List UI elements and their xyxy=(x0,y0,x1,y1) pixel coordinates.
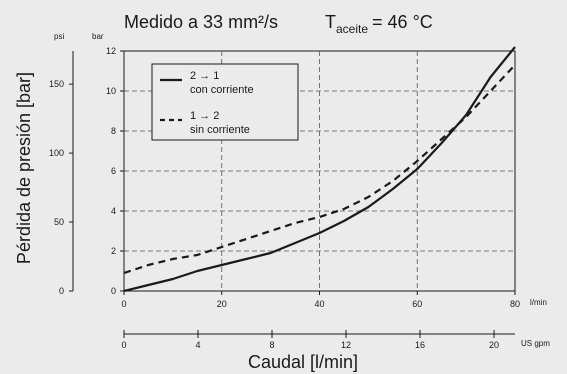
chart-title: Medido a 33 mm²/s xyxy=(124,12,278,32)
gpm-tick-label: 0 xyxy=(121,340,126,350)
title-temp-symbol: T xyxy=(325,12,336,32)
gpm-tick-label: 20 xyxy=(489,340,499,350)
title-temp-value: = 46 °C xyxy=(372,12,433,32)
psi-tick-label: 150 xyxy=(49,79,64,89)
gpm-tick-label: 16 xyxy=(415,340,425,350)
psi-tick-label: 100 xyxy=(49,148,64,158)
psi-unit-label: psi xyxy=(54,32,64,41)
x-tick-label: 40 xyxy=(314,299,324,309)
x-tick-label: 20 xyxy=(217,299,227,309)
legend-box xyxy=(151,63,299,141)
series-line-1 xyxy=(123,46,516,293)
x-tick-label: 60 xyxy=(412,299,422,309)
y-axis-title: Pérdida de presión [bar] xyxy=(14,72,34,264)
bar-tick-label: 8 xyxy=(111,126,116,136)
gpm-tick-label: 12 xyxy=(341,340,351,350)
x-axis-title: Caudal [l/min] xyxy=(248,352,358,372)
bar-unit-label: bar xyxy=(92,32,104,41)
bar-tick-label: 4 xyxy=(111,206,116,216)
title-condition: Taceite = 46 °C xyxy=(325,12,433,36)
legend-series1-name: 2 → 1 xyxy=(190,70,219,82)
legend: 2 → 1 con corriente 1 → 2 sin corriente xyxy=(151,63,299,141)
title-temp-subscript: aceite xyxy=(336,22,368,36)
legend-series2-desc: sin corriente xyxy=(190,124,250,136)
psi-tick-label: 50 xyxy=(54,217,64,227)
series-line-2 xyxy=(123,64,516,275)
bar-tick-label: 12 xyxy=(106,46,116,56)
x2-unit-label: US gpm xyxy=(521,339,550,348)
psi-tick-label: 0 xyxy=(59,286,64,296)
bar-tick-label: 6 xyxy=(111,166,116,176)
x-tick-label: 0 xyxy=(121,299,126,309)
x-unit-label: l/min xyxy=(530,298,547,307)
bar-tick-label: 10 xyxy=(106,86,116,96)
legend-series2-name: 1 → 2 xyxy=(190,110,219,122)
bar-tick-label: 2 xyxy=(111,246,116,256)
x-tick-label: 80 xyxy=(510,299,520,309)
legend-series1-desc: con corriente xyxy=(190,84,254,96)
data-series xyxy=(123,46,516,293)
gpm-tick-label: 8 xyxy=(270,340,275,350)
gpm-tick-label: 4 xyxy=(195,340,200,350)
bar-tick-label: 0 xyxy=(111,286,116,296)
